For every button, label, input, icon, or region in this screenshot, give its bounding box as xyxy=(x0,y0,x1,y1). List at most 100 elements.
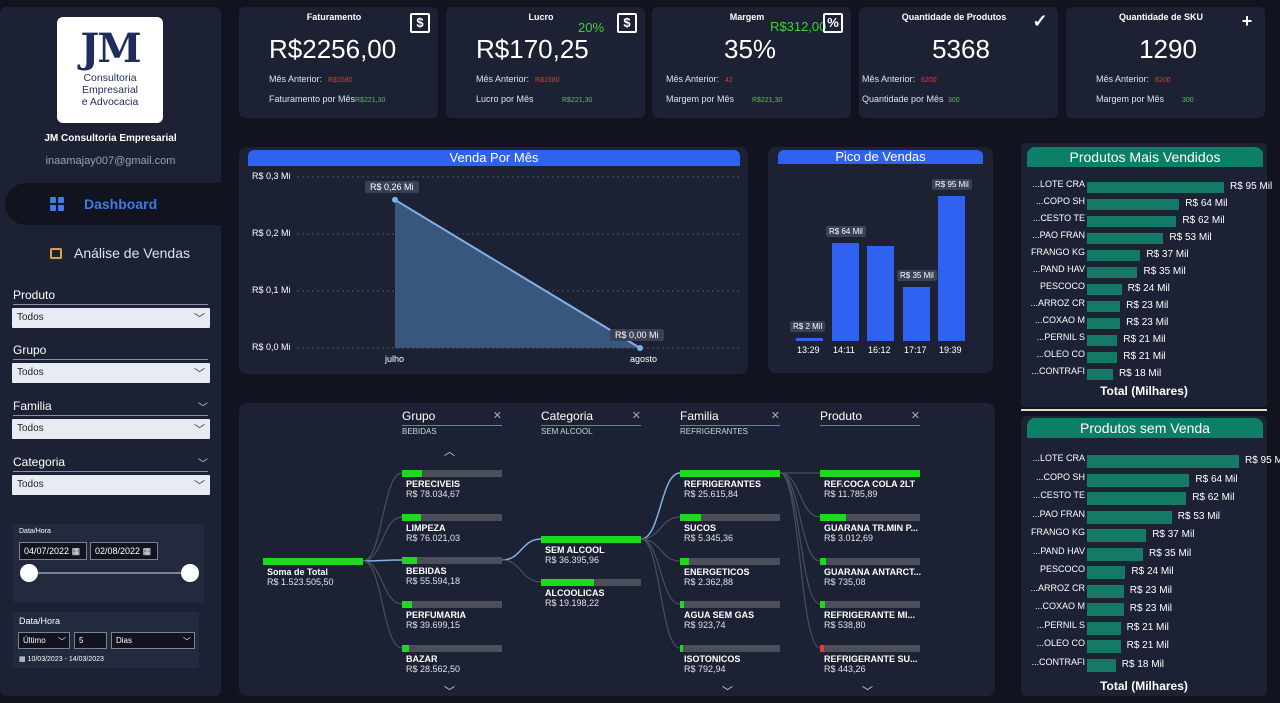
tree-node[interactable]: REFRIGERANTES R$ 25.615,84 xyxy=(680,470,780,502)
node-value: R$ 11.785,89 xyxy=(824,489,878,499)
list-item[interactable]: CESTO TE... R$ 62 Mil xyxy=(1027,490,1263,507)
data-label: R$ 95 Mil xyxy=(932,178,972,190)
tree-node[interactable]: BEBIDAS R$ 55.594,18 xyxy=(402,557,502,589)
node-bar-fill xyxy=(402,514,421,521)
date-end-input[interactable]: 02/08/2022 ▦ xyxy=(90,542,158,560)
list-item[interactable]: FRANGO KG R$ 37 Mil xyxy=(1027,247,1263,264)
list-item[interactable]: PAND HAV... R$ 35 Mil xyxy=(1027,264,1263,281)
bar[interactable] xyxy=(938,195,965,341)
list-item[interactable]: COPO SH... R$ 64 Mil xyxy=(1027,472,1263,489)
tree-node[interactable]: GUARANA TR.MIN P... R$ 3.012,69 xyxy=(820,514,920,546)
nav-analise-vendas[interactable]: Análise de Vendas xyxy=(50,245,190,261)
chevron-down-icon[interactable]: ﹀ xyxy=(198,459,208,470)
node-bar-fill xyxy=(541,579,594,586)
kpi-card: Quantidade de Produtos 5368 Mês Anterior: 6… xyxy=(859,7,1058,118)
list-item[interactable]: LOTE CRA... R$ 95 Mil xyxy=(1027,453,1280,470)
value-label: R$ 53 Mil xyxy=(1169,232,1212,243)
tree-level-header[interactable]: Categoria ✕ xyxy=(541,409,641,426)
product-name: PAO FRAN... xyxy=(1032,508,1085,519)
tree-node[interactable]: REF.COCA COLA 2LT R$ 11.785,89 xyxy=(820,470,920,502)
relative-mode-select[interactable]: Último ﹀ xyxy=(18,632,70,649)
chevron-down-icon[interactable]: ﹀ xyxy=(444,686,455,698)
list-item[interactable]: PAO FRAN... R$ 53 Mil xyxy=(1027,230,1263,247)
level-header-label: Produto xyxy=(820,409,863,423)
product-name: PAND HAV... xyxy=(1032,545,1085,556)
list-item[interactable]: PESCOCO R$ 24 Mil xyxy=(1027,564,1263,581)
list-item[interactable]: PESCOCO R$ 24 Mil xyxy=(1027,281,1263,298)
list-item[interactable]: LOTE CRA... R$ 95 Mil xyxy=(1027,179,1272,196)
list-item[interactable]: ARROZ CR... R$ 23 Mil xyxy=(1027,583,1263,600)
product-name: LOTE CRA... xyxy=(1032,179,1085,189)
list-item[interactable]: CESTO TE... R$ 62 Mil xyxy=(1027,213,1263,230)
tree-node[interactable]: SUCOS R$ 5.345,36 xyxy=(680,514,780,546)
tree-node[interactable]: GUARANA ANTARCT... R$ 735,08 xyxy=(820,558,921,590)
bar[interactable] xyxy=(867,246,894,341)
close-icon[interactable]: ✕ xyxy=(492,410,502,422)
bar[interactable] xyxy=(796,337,823,341)
tree-node[interactable]: ISOTONICOS R$ 792,94 xyxy=(680,645,780,677)
tree-level-header[interactable]: Familia ✕ xyxy=(680,409,780,426)
kpi-per-label: Margem por Mês xyxy=(666,94,735,104)
value-bar xyxy=(1087,603,1124,616)
date-slider-start-handle[interactable] xyxy=(20,564,38,582)
filter-familia-select[interactable]: Todos ﹀ xyxy=(12,419,210,439)
tree-node[interactable]: Soma de Total R$ 1.523.505,50 xyxy=(263,558,363,590)
tree-node[interactable]: REFRIGERANTE MI... R$ 538,80 xyxy=(820,601,920,633)
chevron-up-icon[interactable]: ︿ xyxy=(444,446,455,458)
list-item[interactable]: PAO FRAN... R$ 53 Mil xyxy=(1027,509,1263,526)
node-value: R$ 443,26 xyxy=(824,664,866,674)
tree-node[interactable]: ALCOOLICAS R$ 19.198,22 xyxy=(541,579,641,611)
chevron-down-icon[interactable]: ﹀ xyxy=(198,403,208,414)
date-slider-track[interactable] xyxy=(20,564,199,582)
list-item[interactable]: COPO SH... R$ 64 Mil xyxy=(1027,196,1263,213)
tree-connector xyxy=(362,559,403,562)
list-item[interactable]: PERNIL S... R$ 21 Mil xyxy=(1027,332,1263,349)
date-slider-end-handle[interactable] xyxy=(181,564,199,582)
list-item[interactable]: CONTRAFI... R$ 18 Mil xyxy=(1027,657,1263,674)
list-item[interactable]: PERNIL S... R$ 21 Mil xyxy=(1027,620,1263,637)
chevron-down-icon[interactable]: ﹀ xyxy=(862,686,873,698)
date-start-input[interactable]: 04/07/2022 ▦ xyxy=(19,542,87,560)
kpi-per-value: R$221,30 xyxy=(355,97,386,104)
list-item[interactable]: PAND HAV... R$ 35 Mil xyxy=(1027,546,1263,563)
tree-node[interactable]: PERFUMARIA R$ 39.699,15 xyxy=(402,601,502,633)
tree-node[interactable]: REFRIGERANTE SU... R$ 443,26 xyxy=(820,645,920,677)
tree-connector xyxy=(362,472,403,562)
value-bar xyxy=(1087,318,1121,329)
kpi-badge: 20% xyxy=(578,20,605,35)
bar[interactable] xyxy=(903,287,930,341)
close-icon[interactable]: ✕ xyxy=(770,410,780,422)
tree-node[interactable]: LIMPEZA R$ 76.021,03 xyxy=(402,514,502,546)
value-label: R$ 37 Mil xyxy=(1146,249,1189,260)
list-item[interactable]: OLEO CO... R$ 21 Mil xyxy=(1027,349,1263,366)
tree-node[interactable]: AGUA SEM GAS R$ 923,74 xyxy=(680,601,780,633)
value-bar xyxy=(1087,369,1113,380)
x-tick-label: julho xyxy=(385,354,405,364)
list-item[interactable]: FRANGO KG R$ 37 Mil xyxy=(1027,527,1263,544)
filter-categoria-select[interactable]: Todos ﹀ xyxy=(12,475,210,495)
relative-count-input[interactable]: 5 xyxy=(74,632,107,649)
list-item[interactable]: OLEO CO... R$ 21 Mil xyxy=(1027,638,1263,655)
tree-node[interactable]: BAZAR R$ 28.562,50 xyxy=(402,645,502,677)
tree-node[interactable]: PERECIVEIS R$ 78.034,67 xyxy=(402,470,502,502)
basket-check-icon: ✓ xyxy=(1032,11,1048,31)
relative-unit-select[interactable]: Dias ﹀ xyxy=(111,632,195,649)
close-icon[interactable]: ✕ xyxy=(631,410,641,422)
value-label: R$ 21 Mil xyxy=(1123,351,1166,362)
filter-grupo-select[interactable]: Todos ﹀ xyxy=(12,363,210,383)
value-label: R$ 95 Mil xyxy=(1230,181,1273,192)
tree-level-header[interactable]: Grupo ✕ xyxy=(402,409,502,426)
list-item[interactable]: CONTRAFI... R$ 18 Mil xyxy=(1027,366,1263,383)
list-item[interactable]: ARROZ CR... R$ 23 Mil xyxy=(1027,298,1263,315)
close-icon[interactable]: ✕ xyxy=(910,410,920,422)
chevron-down-icon[interactable]: ﹀ xyxy=(722,686,733,698)
tree-node[interactable]: ENERGETICOS R$ 2.362,88 xyxy=(680,558,780,590)
nav-dashboard[interactable]: Dashboard xyxy=(5,183,221,225)
bar[interactable] xyxy=(832,243,859,341)
tree-node[interactable]: SEM ALCOOL R$ 36.395,96 xyxy=(541,536,641,568)
list-item[interactable]: COXAO M... R$ 23 Mil xyxy=(1027,601,1263,618)
list-item[interactable]: COXAO M... R$ 23 Mil xyxy=(1027,315,1263,332)
tree-level-header[interactable]: Produto ✕ xyxy=(820,409,920,426)
filter-produto-select[interactable]: Todos ﹀ xyxy=(12,308,210,328)
value-label: R$ 53 Mil xyxy=(1177,510,1221,522)
